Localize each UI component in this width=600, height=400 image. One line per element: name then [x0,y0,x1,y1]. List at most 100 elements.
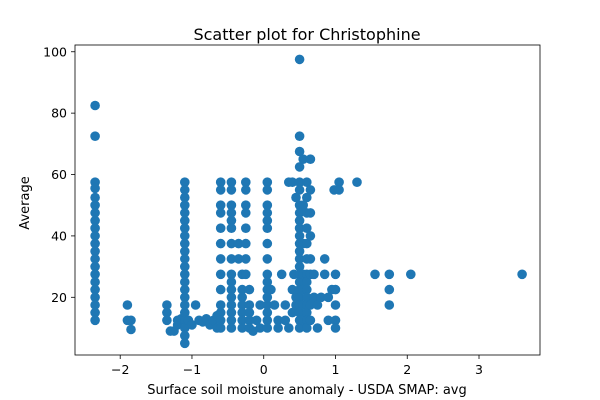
data-point [330,315,341,326]
data-point [255,323,265,333]
data-point [241,200,251,210]
x-tick-label: −1 [183,362,201,377]
data-point [180,292,190,303]
data-point [294,254,305,264]
data-point [262,315,273,326]
data-point [226,200,237,210]
data-point [90,315,100,326]
data-point [90,292,100,303]
data-point [370,269,380,280]
data-point [187,320,197,330]
data-point [215,315,226,326]
data-point [330,284,341,295]
data-point [90,307,100,318]
data-point [287,307,298,318]
data-point [294,292,305,303]
data-point [302,292,312,303]
data-point [273,323,283,333]
data-point [305,254,316,264]
data-point [215,254,226,264]
data-point [262,208,273,218]
data-point [237,315,247,326]
data-point [294,162,305,172]
data-point [215,185,226,195]
data-point [262,200,273,210]
x-tick-label: 2 [403,362,411,377]
data-point [294,231,305,241]
data-point [180,323,190,333]
data-point [294,54,305,65]
data-point [90,246,100,257]
plot-frame [74,44,541,356]
data-point [244,300,255,310]
data-point [237,307,247,318]
data-point [215,323,226,333]
data-point [180,208,190,218]
data-point [384,284,395,295]
data-point [244,315,255,326]
data-point [330,300,341,310]
data-point [215,200,226,210]
data-point [226,185,237,195]
data-point [90,100,100,111]
y-axis-label: Average [18,176,33,229]
y-axis-ticks: 20 40 60 80 100 [43,44,75,305]
data-point [90,131,100,141]
data-point [90,215,100,226]
data-point [319,254,330,264]
data-point [262,269,273,280]
data-point [262,215,273,226]
data-point [294,208,305,218]
data-point [226,307,237,318]
data-point [226,254,237,264]
x-tick-label: −2 [111,362,129,377]
data-point [262,307,273,318]
data-point [517,269,527,280]
data-point [244,307,255,318]
data-point [294,215,305,226]
data-point [237,284,247,295]
data-point [90,208,100,218]
data-point [241,223,251,233]
data-point [226,238,237,249]
data-point [162,307,172,318]
data-point [237,292,247,303]
data-point [294,223,305,233]
data-point [406,269,416,280]
data-point [180,307,190,318]
data-point [241,254,251,264]
data-point [90,200,100,210]
data-point [122,300,133,310]
data-point [291,192,301,203]
data-point [262,223,273,233]
data-point [262,185,273,195]
data-point [241,269,251,280]
data-point [90,300,100,310]
data-point [233,238,244,249]
data-point [126,324,136,335]
y-tick-label: 100 [43,44,67,59]
data-point [241,177,251,187]
data-point [226,269,237,280]
data-point [312,300,323,310]
data-point [255,300,265,310]
data-point [309,269,319,280]
data-point [251,315,262,326]
data-point [276,269,287,280]
data-point [305,208,316,218]
data-point [241,238,251,249]
data-point [226,208,237,218]
data-point [294,177,305,187]
data-point [215,238,226,249]
data-point [90,269,100,280]
data-point [215,177,226,187]
scatter-points [90,54,527,349]
data-point [384,269,395,280]
data-point [323,292,334,303]
data-point [294,307,305,318]
data-point [330,269,341,280]
data-point [262,238,273,249]
data-point [302,323,312,333]
data-point [180,238,190,249]
